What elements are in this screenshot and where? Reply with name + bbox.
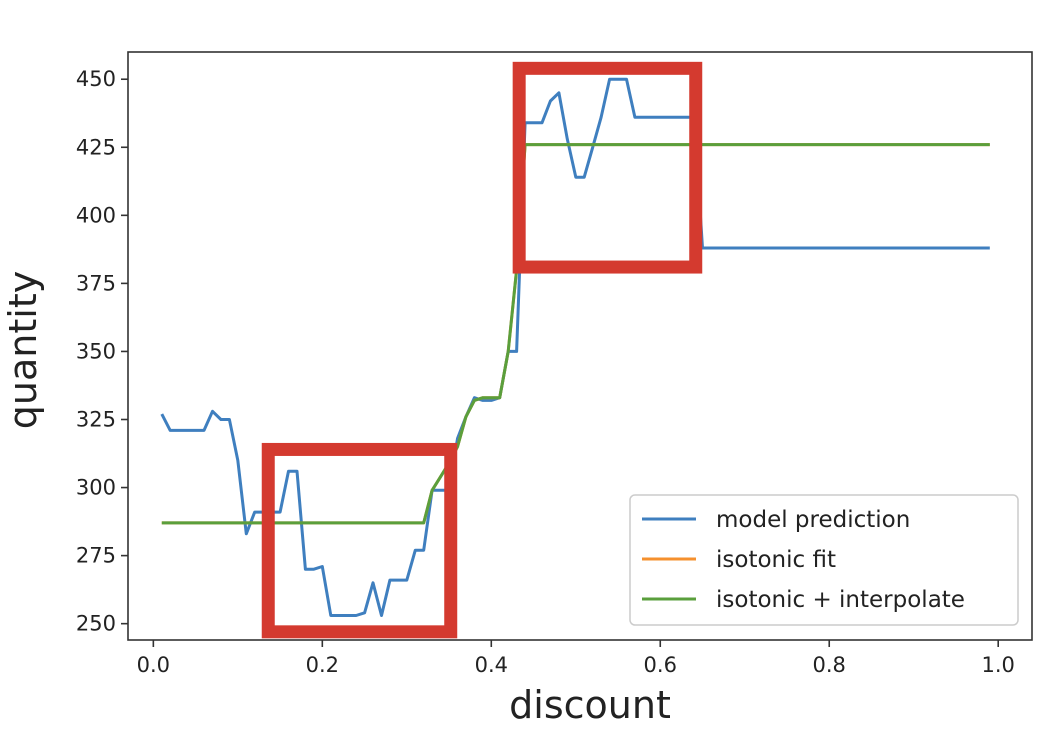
y-tick-label: 300 [76, 476, 116, 500]
y-tick-label: 275 [76, 544, 116, 568]
y-tick-label: 325 [76, 408, 116, 432]
x-tick-label: 1.0 [982, 653, 1015, 677]
series-line-2 [161, 143, 990, 525]
legend-label-0: model prediction [716, 507, 910, 533]
y-tick-label: 375 [76, 271, 116, 295]
axes-frame [127, 51, 1033, 641]
x-tick-label: 0.2 [306, 653, 339, 677]
tick-layer: 0.0 0.2 0.4 0.6 0.8 1.0 250 275 300 325 350 375 400 4… [76, 67, 1015, 677]
y-tick-label: 350 [76, 339, 116, 363]
x-tick-label: 0.0 [137, 653, 170, 677]
x-tick-label: 0.4 [475, 653, 508, 677]
legend-box [629, 494, 1019, 626]
x-axis-label: discount [509, 683, 671, 727]
legend-label-1: isotonic fit [716, 547, 836, 573]
legend: model prediction isotonic fit isotonic + i… [629, 494, 1019, 626]
y-axis-label: quantity [1, 271, 45, 429]
x-tick-label: 0.8 [813, 653, 846, 677]
y-tick-label: 425 [76, 135, 116, 159]
x-tick-label: 0.6 [644, 653, 677, 677]
annotation-layer [261, 61, 703, 639]
y-tick-label: 450 [76, 67, 116, 91]
highlight-box-0 [261, 442, 458, 639]
y-tick-label: 400 [76, 203, 116, 227]
series-line-1 [161, 143, 990, 525]
legend-label-2: isotonic + interpolate [716, 587, 965, 613]
highlight-box-1 [512, 61, 703, 274]
y-tick-label: 250 [76, 612, 116, 636]
